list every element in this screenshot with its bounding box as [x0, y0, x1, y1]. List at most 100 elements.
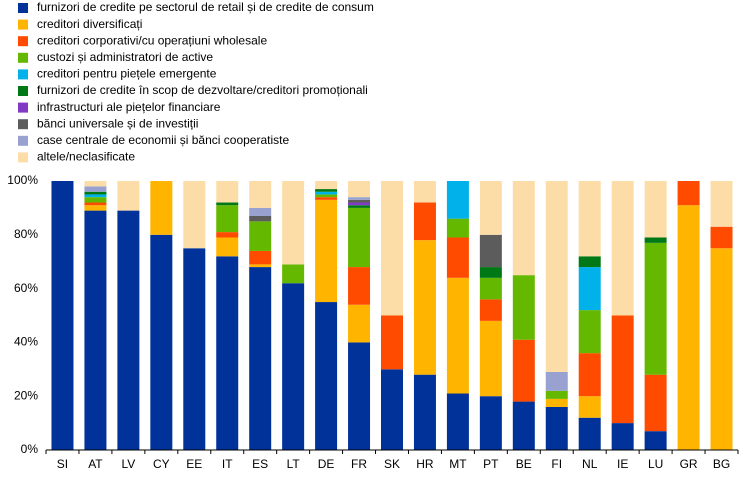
bar-segment — [644, 181, 667, 238]
legend-label: creditori pentru piețele emergente — [37, 67, 217, 81]
bar-segment — [84, 202, 107, 206]
bar-segment — [249, 181, 272, 208]
y-tick-label: 100% — [7, 173, 38, 187]
y-tick-label: 0% — [21, 442, 39, 456]
bar-segment — [446, 181, 469, 219]
bar-segment — [710, 226, 733, 249]
legend-label: furnizori de credite pe sectorul de reta… — [37, 0, 374, 14]
bar-segment — [348, 202, 371, 206]
bar-segment — [446, 393, 469, 450]
bar-segment — [644, 374, 667, 432]
y-tick-label: 60% — [14, 281, 38, 295]
bar-segment — [117, 181, 140, 211]
bar-segment — [578, 396, 601, 418]
legend-swatch — [18, 36, 28, 47]
bar-segment — [216, 181, 239, 203]
legend-label: custozi și administratori de active — [37, 50, 213, 64]
x-tick-label: BE — [516, 457, 532, 471]
x-tick-label: FI — [551, 457, 562, 471]
bar-segment — [413, 374, 436, 450]
x-tick-label: IT — [222, 457, 233, 471]
bar-segment — [249, 215, 272, 222]
bar-segment — [578, 310, 601, 354]
bar-segment — [315, 302, 338, 450]
bar-segment — [150, 181, 173, 235]
x-tick-label: BG — [713, 457, 730, 471]
y-tick-label: 80% — [14, 227, 38, 241]
bar-segment — [348, 199, 371, 203]
bar-segment — [249, 267, 272, 450]
bar-segment — [84, 197, 107, 203]
x-tick-label: MT — [449, 457, 467, 471]
bar-segment — [315, 181, 338, 190]
x-tick-label: IE — [617, 457, 628, 471]
bar-segment — [348, 207, 371, 268]
bar-segment — [315, 199, 338, 303]
legend-swatch — [18, 102, 28, 113]
bar-segment — [183, 248, 206, 450]
bar-segment — [578, 353, 601, 397]
bar-segment — [512, 401, 535, 450]
legend-label: bănci universale și de investiții — [37, 116, 198, 130]
bar-segment — [545, 371, 568, 391]
legend-label: creditori corporativi/cu operațiuni whol… — [37, 33, 267, 47]
x-tick-label: LU — [648, 457, 663, 471]
bar-segment — [216, 232, 239, 238]
bar-segment — [611, 181, 634, 316]
bar-segment — [249, 250, 272, 265]
bar-segment — [578, 417, 601, 450]
legend-swatch — [18, 52, 28, 63]
y-tick-label: 40% — [14, 335, 38, 349]
legend-swatch — [18, 69, 28, 80]
x-tick-label: FR — [351, 457, 367, 471]
bar-segment — [512, 181, 535, 276]
x-tick-label: LT — [287, 457, 301, 471]
x-tick-label: HR — [416, 457, 434, 471]
bar-segment — [216, 256, 239, 450]
x-tick-label: GR — [680, 457, 698, 471]
bar-segment — [644, 237, 667, 243]
bar-segment — [84, 194, 107, 198]
bar-segment — [479, 181, 502, 235]
legend-swatch — [18, 119, 28, 130]
bar-segment — [249, 264, 272, 268]
bar-segment — [413, 240, 436, 375]
x-tick-label: AT — [88, 457, 103, 471]
x-tick-label: LV — [121, 457, 135, 471]
bar-segment — [84, 191, 107, 195]
bar-segment — [644, 431, 667, 450]
x-tick-label: SK — [384, 457, 400, 471]
bar-segment — [578, 181, 601, 257]
bar-segment — [282, 264, 305, 284]
bar-segment — [381, 369, 403, 450]
bar-segment — [348, 342, 371, 450]
bar-segment — [611, 315, 634, 424]
bar-segment — [479, 267, 502, 278]
bar-segment — [381, 315, 403, 370]
bar-segment — [545, 181, 568, 372]
bar-segment — [644, 242, 667, 375]
x-tick-label: DE — [318, 457, 335, 471]
legend-swatch — [18, 152, 28, 163]
bar-segment — [348, 205, 371, 208]
bar-segment — [479, 299, 502, 321]
legend-swatch — [18, 3, 28, 13]
bar-segment — [446, 218, 469, 238]
bar-segment — [677, 205, 700, 450]
bar-segment — [578, 256, 601, 268]
x-tick-label: CY — [153, 457, 170, 471]
bar-segment — [413, 202, 436, 241]
bar-segment — [446, 277, 469, 394]
bar-segment — [249, 221, 272, 251]
bar-segment — [512, 339, 535, 402]
bar-segment — [84, 181, 107, 187]
bar-segment — [611, 423, 634, 450]
bar-segment — [710, 248, 733, 450]
bar-segment — [578, 267, 601, 311]
bar-segment — [249, 207, 272, 216]
bar-segment — [348, 267, 371, 305]
x-tick-label: NL — [582, 457, 598, 471]
bar-segment — [282, 283, 305, 450]
bar-segment — [348, 304, 371, 343]
